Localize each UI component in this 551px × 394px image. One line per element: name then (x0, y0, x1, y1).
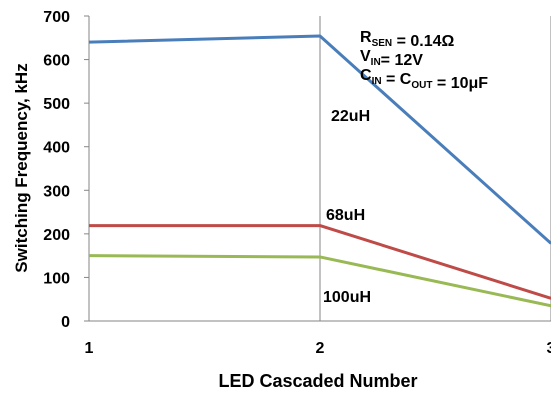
annotation-line: CIN = COUT = 10μF (360, 67, 488, 92)
y-tick-label: 600 (43, 53, 70, 70)
y-tick-label: 300 (43, 183, 70, 200)
series-label: 100uH (323, 289, 371, 306)
axes (84, 15, 551, 322)
gridlines (319, 16, 551, 321)
y-tick-label: 500 (43, 96, 70, 113)
y-tick-label: 0 (61, 314, 70, 331)
annotation-line: RSEN = 0.14Ω (360, 29, 455, 50)
x-tick-label: 1 (85, 340, 94, 357)
y-tick-label: 100 (43, 270, 70, 287)
series-line-100uH (88, 254, 551, 308)
series-line-22uH (88, 34, 551, 245)
x-axis-label: LED Cascaded Number (218, 371, 417, 391)
y-tick-label: 700 (43, 9, 70, 26)
x-tick-label: 2 (316, 340, 325, 357)
tick-labels: 0 100 200 300 400 500 600 700 1 2 3 (43, 9, 551, 357)
x-tick-label: 3 (547, 340, 551, 357)
y-tick-label: 400 (43, 140, 70, 157)
series-label: 68uH (326, 207, 365, 224)
series-line-68uH (89, 224, 551, 300)
series-lines (88, 34, 551, 308)
y-axis-label: Switching Frequency, kHz (12, 63, 31, 272)
series-labels: 22uH 68uH 100uH (323, 108, 371, 306)
annotation-line: VIN= 12V (360, 48, 423, 69)
series-label: 22uH (331, 108, 370, 125)
y-tick-label: 200 (43, 227, 70, 244)
